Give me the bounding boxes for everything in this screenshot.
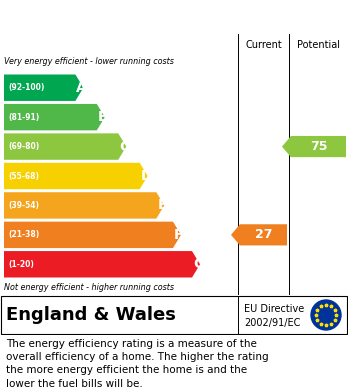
- Text: A: A: [77, 81, 87, 95]
- Text: Current: Current: [245, 39, 282, 50]
- Text: Very energy efficient - lower running costs: Very energy efficient - lower running co…: [4, 57, 174, 66]
- Text: Potential: Potential: [297, 39, 340, 50]
- Text: G: G: [193, 257, 204, 271]
- Circle shape: [311, 300, 341, 330]
- Text: E: E: [157, 198, 167, 212]
- Text: (21-38): (21-38): [8, 230, 39, 239]
- FancyBboxPatch shape: [1, 296, 347, 334]
- Polygon shape: [4, 75, 84, 101]
- Text: B: B: [98, 110, 109, 124]
- Text: England & Wales: England & Wales: [6, 306, 176, 324]
- Text: (81-91): (81-91): [8, 113, 39, 122]
- Text: D: D: [141, 169, 152, 183]
- Text: (92-100): (92-100): [8, 83, 45, 92]
- Text: F: F: [174, 228, 183, 242]
- Text: (1-20): (1-20): [8, 260, 34, 269]
- Text: Not energy efficient - higher running costs: Not energy efficient - higher running co…: [4, 283, 174, 292]
- Text: EU Directive: EU Directive: [244, 304, 304, 314]
- Text: (69-80): (69-80): [8, 142, 39, 151]
- Text: 2002/91/EC: 2002/91/EC: [244, 318, 300, 328]
- Text: (55-68): (55-68): [8, 172, 39, 181]
- Text: C: C: [119, 140, 129, 154]
- Text: The energy efficiency rating is a measure of the
overall efficiency of a home. T: The energy efficiency rating is a measur…: [6, 339, 269, 389]
- Polygon shape: [4, 251, 200, 278]
- Polygon shape: [282, 136, 346, 157]
- Polygon shape: [4, 163, 148, 189]
- Text: 27: 27: [255, 228, 272, 241]
- Text: (39-54): (39-54): [8, 201, 39, 210]
- Polygon shape: [4, 104, 105, 130]
- Text: 75: 75: [310, 140, 327, 153]
- Polygon shape: [4, 133, 126, 160]
- Polygon shape: [231, 224, 287, 246]
- Polygon shape: [4, 192, 164, 219]
- Polygon shape: [4, 222, 181, 248]
- Text: Energy Efficiency Rating: Energy Efficiency Rating: [8, 9, 218, 25]
